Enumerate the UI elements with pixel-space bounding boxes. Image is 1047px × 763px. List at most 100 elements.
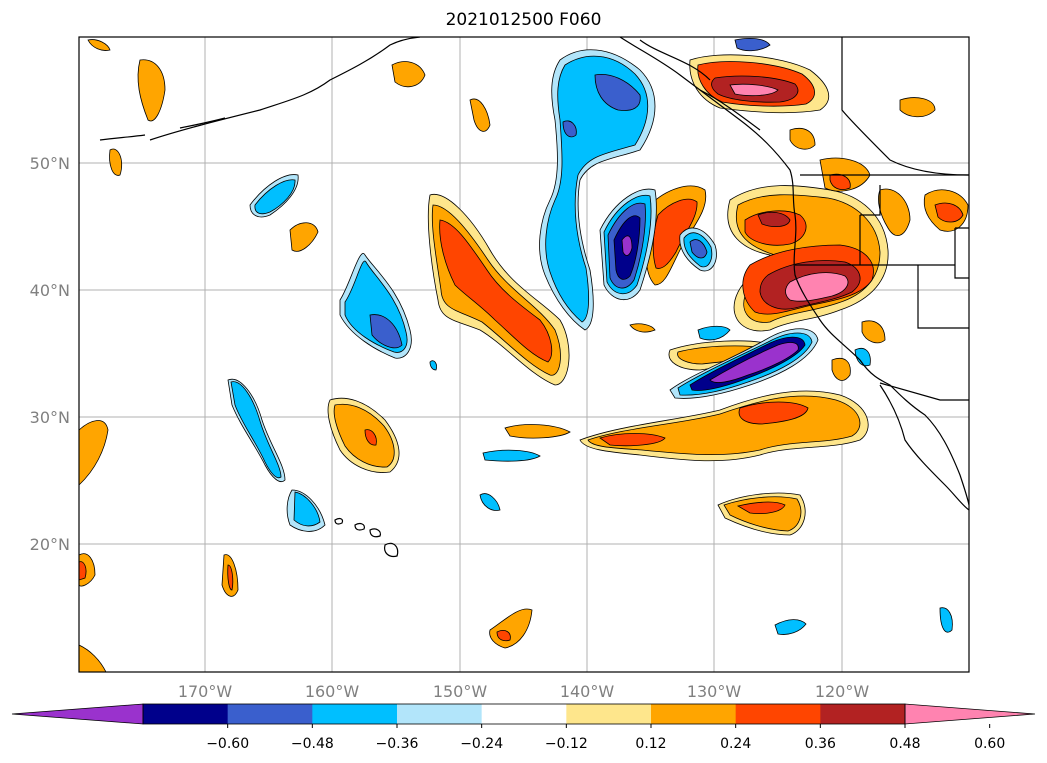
contour-negative-135w-purple [621,235,633,256]
island-maui [369,528,381,538]
longitude-labels: 170°W 160°W 150°W 140°W 130°W 120°W [178,682,870,701]
contour-positive-small-25 [629,323,656,333]
colorbar-tick-label: 0.36 [805,736,836,752]
colorbar-swatch-3 [312,704,398,724]
contour-positive-small-12 [79,420,109,486]
colorbar-swatch-8 [735,704,821,724]
contour-negative-small-7 [429,360,437,371]
contour-positive-ne-pink [729,83,779,97]
colorbar-extend-max [905,704,1035,724]
contour-positive-small-24 [109,148,123,176]
lon-label-170w: 170°W [178,682,233,701]
border-us-mexico [879,382,969,401]
border-state-2 [917,265,969,329]
colorbar-tick-label: −0.36 [376,736,419,752]
lat-label-20n: 20°N [30,535,70,554]
contour-positive-small-20 [504,424,571,439]
contour-positive-160w-inner [364,429,377,446]
contour-negative-small-3 [774,619,807,635]
hawaiian-islands [334,517,399,558]
coastline-north-america [619,37,969,506]
contour-positive-small-23 [87,39,111,51]
contour-positive-small-16 [227,564,234,591]
lat-label-50n: 50°N [30,154,70,173]
contour-positive-westcoast-upper-dark [757,211,791,228]
contour-positive-small-21 [831,358,851,381]
contour-positive-small-3 [391,61,426,88]
island-oahu [354,523,365,531]
contour-positive-small-18 [489,608,533,649]
contour-negative-168w-cyan [230,381,282,479]
colorbar-segments [12,704,1035,724]
contour-negative-145w-blue-2 [562,120,577,138]
colorbar-tick-label: 0.24 [720,736,751,752]
coastline-islands [639,39,761,131]
contour-negative-132w-blue [689,239,708,259]
contour-positive-westcoast-pink [785,272,849,302]
coastlines [99,37,969,511]
colorbar-frame [142,703,906,725]
contour-positive-small-1 [137,59,166,122]
contour-negative-168w-south-cyan [293,491,321,527]
positive-anomalies [79,39,969,672]
colorbar-tick-label: −0.24 [460,736,503,752]
contour-positive-160w-core [333,403,395,468]
lon-label-160w: 160°W [305,682,360,701]
contour-negative-158w-blue [369,314,403,349]
colorbar-tick-label: −0.12 [545,736,588,752]
contour-positive-small-4 [899,97,936,118]
lat-label-30n: 30°N [30,408,70,427]
contour-positive-central-inner [439,219,553,363]
contour-negative-small-5 [854,348,871,367]
contour-positive-small-10 [789,128,816,150]
lon-label-120w: 120°W [815,682,870,701]
contour-positive-small-22 [861,320,886,344]
island-big [384,542,399,558]
contour-negative-145w-blue [594,73,641,111]
colorbar-swatch-5 [481,704,567,724]
colorbar-tick-label: 0.12 [635,736,666,752]
lat-label-40n: 40°N [30,281,70,300]
colorbar-tick-label: 0.48 [889,736,920,752]
colorbar-tick-label: 0.60 [974,736,1005,752]
contour-negative-36n-cyan [697,325,731,341]
colorbar-swatch-4 [397,704,483,724]
colorbar-swatch-6 [566,704,652,724]
contour-negative-small-6 [734,38,771,52]
map-frame [78,36,970,673]
contour-positive-30n-inner-2 [599,433,666,447]
colorbar-swatch-9 [820,704,906,724]
contour-positive-small-6 [934,202,964,223]
lon-label-150w: 150°W [433,682,488,701]
colorbar-swatch-2 [227,704,313,724]
contour-positive-small-2 [469,98,491,132]
lon-label-130w: 130°W [687,682,742,701]
contour-positive-30n-inner [738,401,809,425]
latitude-labels: 50°N 40°N 30°N 20°N [30,154,70,554]
colorbar-swatch-1 [143,704,229,724]
negative-anomalies [227,38,953,635]
colorbar-extend-min [12,704,143,724]
contour-negative-california-purple [709,342,799,383]
coastline-alaska [149,37,421,141]
colorbar: −0.60 −0.48 −0.36 −0.24 −0.12 0.12 0.24 0.36 0.4… [11,703,1036,752]
colorbar-swatch-7 [651,704,737,724]
contour-positive-small-17 [79,644,107,672]
border-state-3 [954,227,969,279]
contour-positive-small-11 [289,222,319,252]
contour-negative-small-2 [479,493,501,511]
contour-positive-north-central-core [652,198,698,269]
colorbar-tick-label: −0.48 [291,736,334,752]
contour-positive-small-14 [79,561,87,581]
colorbar-ticks: −0.60 −0.48 −0.36 −0.24 −0.12 0.12 0.24 0.36 0.4… [206,724,1005,752]
map-plot-area [79,37,969,672]
contour-negative-165w-north-cyan [254,179,296,215]
contour-positive-22n-inner [736,501,786,514]
coastline-baja [879,384,969,511]
contour-positive-small-19 [496,630,511,642]
colorbar-tick-label: −0.60 [206,736,249,752]
border-alaska-canada [841,37,969,176]
country-borders [795,37,969,401]
island-kauai [334,517,344,525]
